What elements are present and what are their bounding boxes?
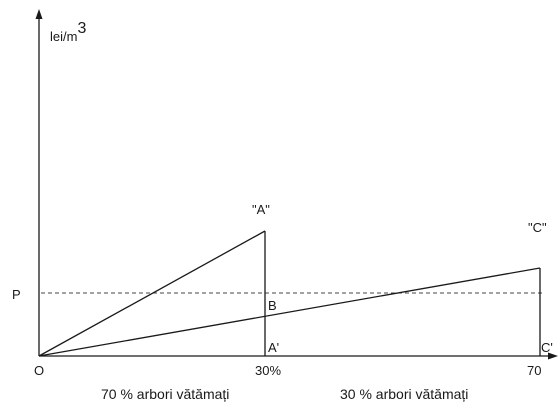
label-C-top: "C" (528, 220, 547, 235)
label-A-top: "A" (252, 202, 270, 217)
line-O-to-A (38, 230, 266, 357)
y-axis-unit-exponent: 3 (77, 20, 86, 37)
label-P: P (12, 287, 21, 302)
label-A-prime: A' (268, 340, 279, 355)
tick-label-30: 30% (255, 363, 281, 378)
tick-label-70: 70 (527, 363, 541, 378)
caption-left: 70 % arbori vătămați (101, 386, 229, 402)
label-B: B (268, 298, 277, 313)
line-O-to-C (38, 267, 541, 357)
x-axis-arrowhead (548, 352, 558, 360)
label-C-prime: C' (541, 340, 553, 355)
label-origin: O (34, 363, 44, 378)
caption-right: 30 % arbori vătămați (340, 386, 468, 402)
y-axis-arrowhead (35, 9, 43, 19)
y-axis-unit-label: lei/m3 (50, 20, 86, 44)
